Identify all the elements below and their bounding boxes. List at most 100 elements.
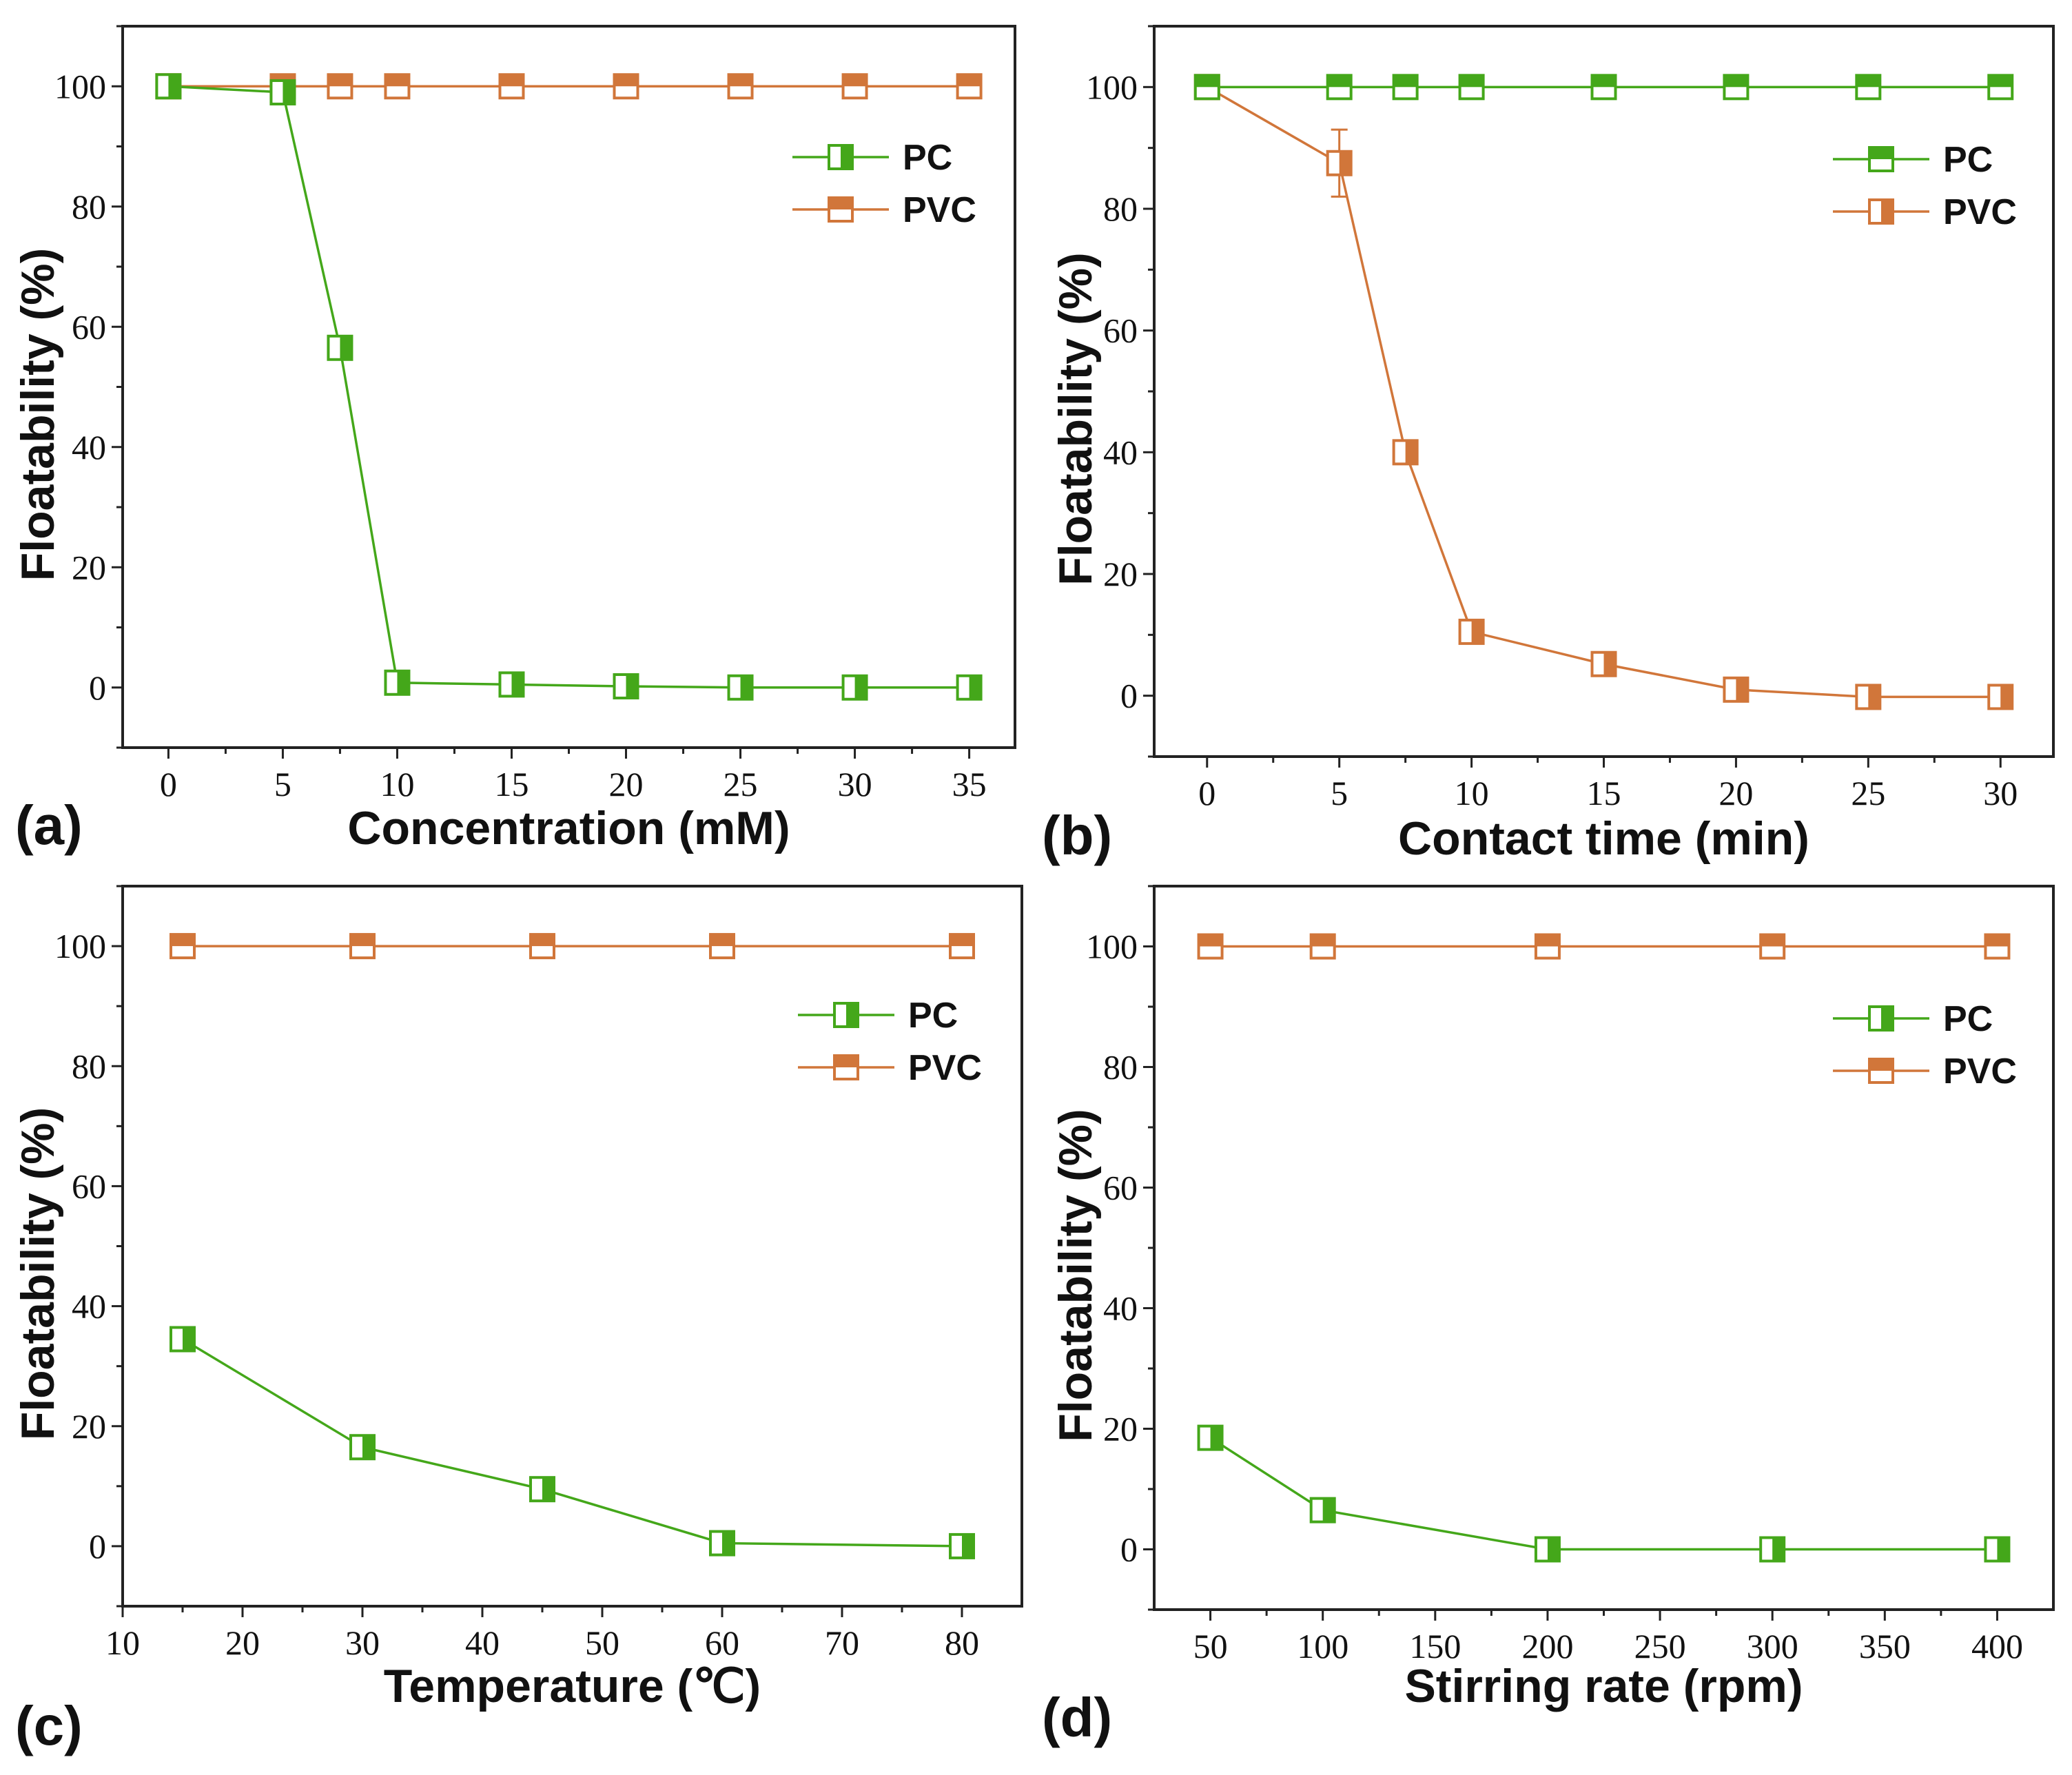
data-point-pc <box>1458 74 1485 101</box>
legend-marker-fill <box>1869 147 1893 159</box>
data-point-pc-fill <box>1856 75 1880 88</box>
y-tick-label: 100 <box>54 67 106 105</box>
data-point-pc <box>155 73 182 100</box>
data-point-pvc-fill <box>1311 934 1335 947</box>
data-point-pc <box>529 1476 555 1503</box>
legend-marker-fill <box>1881 1007 1893 1030</box>
y-tick-label: 20 <box>1103 555 1138 593</box>
data-point-pvc <box>1987 684 2014 710</box>
legend-marker <box>1868 146 1894 172</box>
data-point-pvc <box>170 933 196 960</box>
data-point-pc <box>170 1326 196 1353</box>
legend-marker-fill <box>829 198 852 209</box>
legend-entry-pc: PC <box>798 996 958 1036</box>
x-tick-label: 20 <box>609 765 644 803</box>
legend-label: PVC <box>908 1048 982 1088</box>
data-point-pc-fill <box>1547 1537 1559 1561</box>
x-tick-label: 250 <box>1634 1627 1686 1665</box>
data-point-pvc <box>498 73 525 100</box>
y-tick-label: 20 <box>72 1407 106 1446</box>
y-tick-label: 40 <box>1103 1289 1138 1328</box>
data-point-pc-fill <box>1327 75 1351 88</box>
data-point-pc-fill <box>1772 1537 1785 1561</box>
y-tick-label: 60 <box>72 307 106 346</box>
data-point-pvc-fill <box>328 74 352 87</box>
data-point-pc <box>1534 1536 1561 1563</box>
data-point-pvc-fill <box>1198 934 1222 947</box>
data-point-pc-fill <box>1592 75 1616 88</box>
data-point-pvc <box>384 73 411 100</box>
y-tick-label: 80 <box>1103 1048 1138 1087</box>
data-point-pvc <box>529 933 555 960</box>
legend-entry-pvc: PVC <box>1833 1051 2017 1091</box>
data-point-pc-fill <box>740 675 752 699</box>
y-tick-label: 40 <box>1103 433 1138 471</box>
data-point-pc <box>1197 1424 1224 1451</box>
chart-panel-c: 10 20 30 40 50 60 70 80 0 20 40 60 80 100 Temperature … <box>12 885 1023 1756</box>
legend-label: PC <box>908 996 958 1036</box>
legend-marker <box>833 1054 859 1080</box>
x-tick-label: 10 <box>105 1623 140 1662</box>
x-tick-label: 40 <box>465 1623 500 1662</box>
x-axis-title: Concentration (mM) <box>347 802 790 854</box>
x-tick-label: 200 <box>1521 1627 1573 1665</box>
data-point-pvc <box>949 933 975 960</box>
data-point-pvc-fill <box>728 74 752 87</box>
series-line-pvc <box>1206 85 2001 699</box>
data-point-pvc-fill <box>351 934 374 947</box>
legend-marker <box>1868 1005 1894 1032</box>
chart-panel-b: 0 5 10 15 20 25 30 0 20 40 60 80 100 Contact time (mi… <box>1042 25 2055 866</box>
y-tick-label: 100 <box>1086 927 1138 966</box>
data-point-pc-fill <box>1210 1426 1222 1450</box>
data-point-pc <box>727 674 754 701</box>
data-point-pc <box>384 669 411 696</box>
legend-entry-pvc: PVC <box>798 1048 982 1088</box>
data-point-pc-fill <box>1322 1498 1335 1522</box>
x-tick-label: 35 <box>952 765 987 803</box>
data-point-pc-fill <box>722 1531 734 1555</box>
data-point-pvc-fill <box>1339 151 1351 175</box>
y-tick-label: 0 <box>89 668 106 707</box>
x-tick-label: 5 <box>1331 774 1348 812</box>
data-point-pvc <box>709 933 735 960</box>
data-point-pc <box>709 1530 735 1557</box>
x-tick-label: 30 <box>1983 774 2018 812</box>
legend-label: PVC <box>1943 192 2017 232</box>
data-point-pc-fill <box>969 675 981 699</box>
legend-marker <box>1868 198 1894 225</box>
data-point-pc-fill <box>362 1435 374 1459</box>
x-tick-label: 0 <box>1198 774 1215 812</box>
data-point-pc-fill <box>283 80 295 104</box>
data-point-pc <box>1590 74 1617 101</box>
data-point-pvc-fill <box>2000 685 2013 709</box>
data-point-pvc <box>1855 684 1882 710</box>
data-point-pc-fill <box>1393 75 1417 88</box>
data-point-pvc <box>1326 150 1353 176</box>
data-point-pvc-fill <box>171 934 194 947</box>
y-axis-title: Floatability (%) <box>12 1107 64 1441</box>
data-point-pvc <box>1723 676 1750 703</box>
legend-label: PC <box>1943 140 1993 180</box>
y-tick-label: 100 <box>54 927 106 965</box>
legend-entry-pc: PC <box>1833 999 1993 1039</box>
data-point-pvc <box>1458 618 1485 645</box>
panel-label: (a) <box>15 794 83 856</box>
data-point-pvc-fill <box>957 74 981 87</box>
data-point-pc-fill <box>854 675 867 699</box>
x-tick-label: 60 <box>705 1623 739 1662</box>
panel-label: (c) <box>15 1695 83 1756</box>
data-point-pc-fill <box>1459 75 1484 88</box>
x-tick-label: 25 <box>1851 774 1885 812</box>
data-point-pvc <box>1759 933 1786 960</box>
data-point-pc <box>1392 74 1419 101</box>
x-tick-label: 50 <box>585 1623 619 1662</box>
data-point-pc <box>1326 74 1353 101</box>
data-point-pvc-fill <box>1471 619 1484 644</box>
legend-label: PVC <box>1943 1051 2017 1091</box>
y-tick-label: 20 <box>72 548 106 586</box>
data-point-pc-fill <box>397 670 409 695</box>
legend-entry-pc: PC <box>1833 140 1993 180</box>
legend-marker-fill <box>846 1003 858 1027</box>
chart-panel-d: 50 100 150 200 250 300 350 400 0 20 40 60 80 100 Stirr… <box>1042 885 2055 1748</box>
